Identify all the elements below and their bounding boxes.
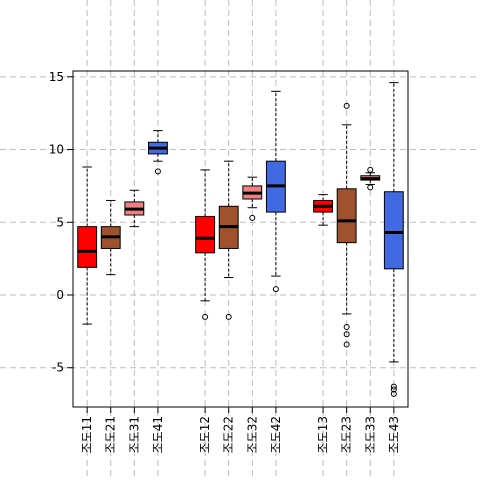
x-tick-label: 조도42: [269, 416, 283, 453]
outlier-point: [272, 286, 279, 293]
box-조도11: [77, 166, 98, 325]
plot-frame: [72, 70, 409, 408]
box-조도33: [360, 166, 381, 191]
x-tick-label: 조도32: [245, 416, 259, 453]
x-tick-label: 조도22: [222, 416, 236, 453]
outlier-point: [249, 214, 256, 221]
y-axis: 15 10 5 0 -5: [49, 70, 74, 375]
box-조도22: [218, 160, 239, 320]
outlier-point: [343, 341, 350, 348]
box-iqr: [336, 188, 357, 244]
x-axis: 조도11 조도21 조도31 조도41 조도12 조도22 조도32 조도42 조도13 조도23…: [80, 406, 401, 453]
box-조도21: [100, 199, 121, 276]
box-iqr: [383, 191, 404, 270]
outlier-point: [225, 313, 232, 320]
x-tick-label: 조도11: [80, 416, 94, 453]
box-조도32: [242, 176, 263, 221]
x-tick-label: 조도33: [363, 416, 377, 453]
box-iqr: [77, 226, 98, 268]
outlier-point: [343, 324, 350, 330]
box-iqr: [195, 215, 216, 254]
y-tick-label: 0: [56, 288, 64, 302]
outlier-point: [343, 331, 350, 338]
box-조도43: [383, 82, 404, 397]
box-조도42: [265, 90, 286, 293]
outlier-point: [154, 168, 161, 175]
outlier-point: [390, 390, 397, 397]
outlier-point: [367, 184, 374, 191]
x-tick-label: 조도23: [340, 416, 354, 453]
box-조도13: [313, 194, 334, 226]
y-tick-label: -5: [52, 361, 64, 375]
outlier-point: [390, 386, 397, 393]
x-tick-label: 조도13: [316, 416, 330, 453]
y-tick-label: 5: [56, 215, 64, 229]
y-tick-label: 10: [49, 143, 64, 157]
box-조도23: [336, 102, 357, 348]
box-조도31: [124, 189, 145, 228]
outlier-point: [390, 383, 397, 390]
x-tick-label: 조도12: [198, 416, 212, 453]
x-tick-label: 조도31: [127, 416, 141, 453]
box-조도12: [195, 169, 216, 320]
outlier-point: [202, 313, 209, 320]
x-tick-label: 조도43: [387, 416, 401, 453]
outlier-point: [367, 166, 374, 173]
outlier-point: [343, 102, 350, 109]
x-tick-label: 조도41: [151, 416, 165, 453]
x-tick-label: 조도21: [104, 416, 118, 453]
y-tick-label: 15: [49, 70, 64, 84]
box-조도41: [147, 130, 168, 175]
box-series: [77, 82, 404, 397]
